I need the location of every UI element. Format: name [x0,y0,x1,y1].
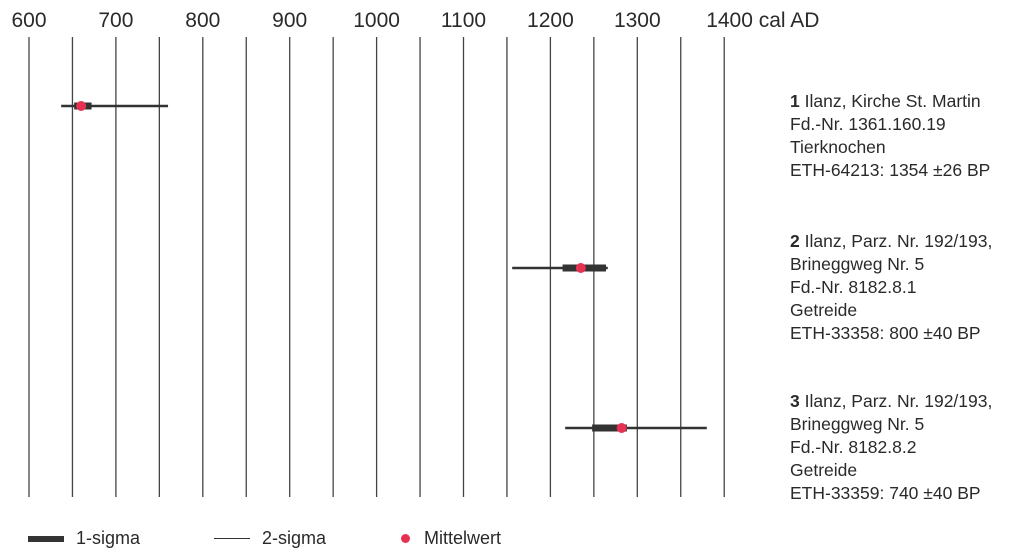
sample-2-address: Brineggweg Nr. 5 [790,254,925,274]
sample-1-number: 1 [790,91,800,111]
sample-1-site: Ilanz, Kirche St. Martin [804,91,981,111]
x-tick-label-1100: 1100 [441,9,486,32]
sample-3-number: 3 [790,391,800,411]
x-tick-label-1000: 1000 [353,9,400,32]
sample-2-material: Getreide [790,300,858,320]
sample-ranges [61,101,707,433]
sample-3-label: 3 Ilanz, Parz. Nr. 192/193, Brineggweg N… [790,390,992,505]
mean-dot-swatch [401,534,410,543]
sample-1-material: Tierknochen [790,137,886,157]
sample-1-label: 1 Ilanz, Kirche St. Martin Fd.-Nr. 1361.… [790,90,990,182]
sample-3-mean-dot [616,423,627,433]
sample-2-site: Ilanz, Parz. Nr. 192/193, [804,231,993,251]
sample-2-label: 2 Ilanz, Parz. Nr. 192/193, Brineggweg N… [790,230,992,345]
sample-1-range [61,101,169,111]
x-tick-label-600: 600 [11,9,46,32]
sample-2-range [512,263,608,273]
sample-2-lab-code: ETH-33358: 800 ±40 BP [790,323,981,343]
sample-3-find-number: Fd.-Nr. 8182.8.2 [790,437,917,457]
sample-1-mean-dot [76,101,87,111]
x-tick-labels: 600 700 800 900 1000 1100 1200 1300 1400 cal AD [11,9,819,32]
sample-3-lab-code: ETH-33359: 740 ±40 BP [790,483,981,503]
legend-item-2-sigma: 2-sigma [214,528,326,549]
two-sigma-swatch [214,537,250,540]
legend-label-2-sigma: 2-sigma [262,528,327,548]
sample-3-address: Brineggweg Nr. 5 [790,414,925,434]
x-tick-label-1200: 1200 [527,9,574,32]
legend-item-1-sigma: 1-sigma [28,528,140,549]
sample-2-number: 2 [790,231,800,251]
x-tick-label-1400: 1400 cal AD [706,9,819,32]
x-tick-label-1300: 1300 [614,9,661,32]
sample-3-range [565,423,707,433]
x-tick-label-800: 800 [185,9,220,32]
sample-3-material: Getreide [790,460,858,480]
legend-label-1-sigma: 1-sigma [76,528,141,548]
legend-item-mittelwert: Mittelwert [401,528,501,549]
sample-2-mean-dot [575,263,586,273]
sample-1-lab-code: ETH-64213: 1354 ±26 BP [790,160,991,180]
legend-label-mittelwert: Mittelwert [424,528,502,548]
x-tick-label-700: 700 [98,9,133,32]
sample-1-find-number: Fd.-Nr. 1361.160.19 [790,114,946,134]
x-tick-label-900: 900 [272,9,307,32]
sample-3-site: Ilanz, Parz. Nr. 192/193, [804,391,993,411]
sample-2-find-number: Fd.-Nr. 8182.8.1 [790,277,917,297]
one-sigma-swatch [28,535,64,542]
